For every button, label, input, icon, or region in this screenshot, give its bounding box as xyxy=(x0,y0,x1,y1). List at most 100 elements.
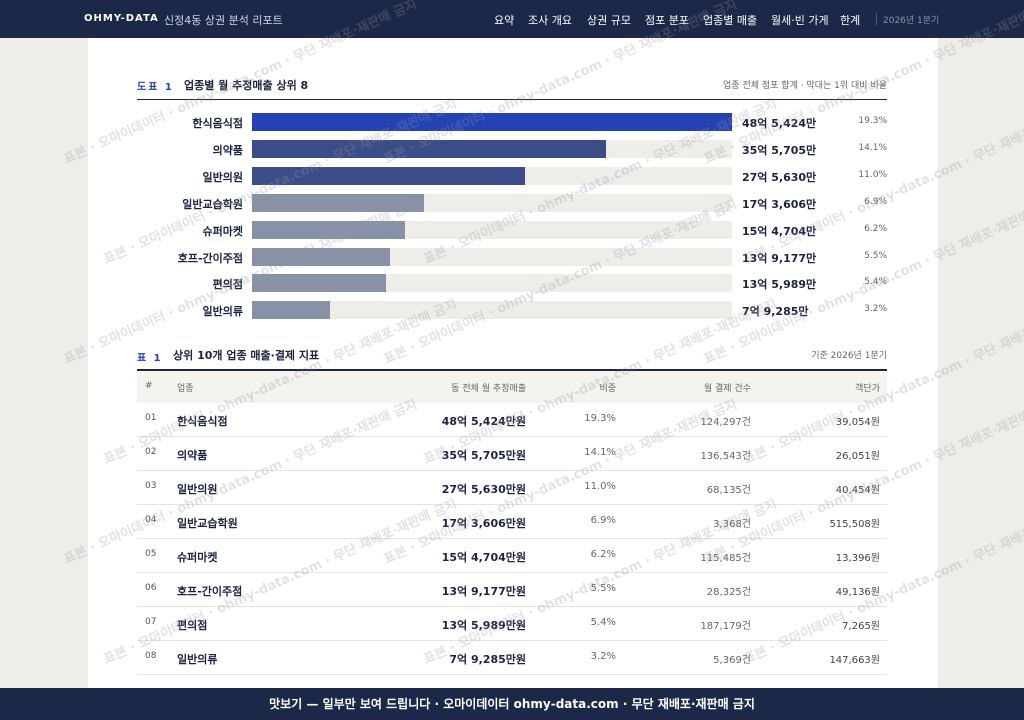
column-header: 월 결제 건수 xyxy=(703,384,751,394)
figure-label: 도표 1 xyxy=(137,82,174,93)
table-cell: 28,325건 xyxy=(706,587,751,598)
bar-label: 한식음식점 xyxy=(192,117,243,130)
table-title: 상위 10개 업종 매출·결제 지표 xyxy=(173,349,320,362)
table-cell: 27억 5,630만원 xyxy=(441,483,526,496)
bar-track xyxy=(252,301,732,320)
table-cell: 08 xyxy=(145,651,157,661)
nav-link[interactable]: 상권 규모 xyxy=(587,14,631,27)
nav-link[interactable]: 업종별 매출 xyxy=(703,14,758,27)
row-divider xyxy=(137,538,887,539)
table-cell: 슈퍼마켓 xyxy=(177,551,218,564)
table-cell: 일반의류 xyxy=(177,653,218,666)
bar-label: 의약품 xyxy=(212,143,243,157)
table-cell: 17억 3,606만원 xyxy=(441,517,526,530)
bar-share: 5.5% xyxy=(864,250,887,261)
bar xyxy=(252,220,405,239)
table-header xyxy=(137,371,887,403)
table-cell: 3,368건 xyxy=(713,519,751,530)
table-cell: 49,136원 xyxy=(835,587,880,598)
column-header: 동 전체 월 추정매출 xyxy=(451,384,526,394)
table-cell: 15억 4,704만원 xyxy=(441,551,526,564)
table-cell: 편의점 xyxy=(177,619,208,632)
table-cell: 13억 9,177만원 xyxy=(441,585,526,598)
bar-value: 17억 3,606만 xyxy=(742,197,817,211)
bar-value: 13억 9,177만 xyxy=(742,251,817,265)
table-cell: 40,454원 xyxy=(835,485,880,496)
table-cell: 07 xyxy=(145,617,157,627)
table-cell: 68,135건 xyxy=(706,485,751,496)
table-cell: 3.2% xyxy=(590,651,616,662)
nav-link[interactable]: 조사 개요 xyxy=(528,14,572,27)
table-cell: 136,543건 xyxy=(700,451,751,462)
table-cell: 13,396원 xyxy=(835,553,880,564)
bar-label: 호프-간이주점 xyxy=(177,251,243,265)
table-cell: 35억 5,705만원 xyxy=(441,449,526,462)
bar-label: 일반의원 xyxy=(202,170,243,184)
bar xyxy=(252,113,732,131)
table-cell: 147,663원 xyxy=(829,655,880,666)
table-cell: 5.5% xyxy=(590,583,616,594)
column-header: # xyxy=(145,381,153,391)
column-header: 비중 xyxy=(599,384,616,394)
nav-bar: OHMY-DATA 신정4동 상권 분석 리포트 2026년 1분기 요약 조사 … xyxy=(0,0,1024,38)
table-note: 기준 2026년 1분기 xyxy=(811,351,887,361)
table-cell: 의약품 xyxy=(177,449,208,462)
bar-label: 일반의류 xyxy=(202,305,243,319)
bar-label: 편의점 xyxy=(212,278,243,292)
table-cell: 호프-간이주점 xyxy=(177,585,243,598)
bar-share: 3.2% xyxy=(864,304,887,315)
brand: OHMY-DATA xyxy=(84,13,159,24)
nav-link[interactable]: 요약 xyxy=(494,14,515,27)
table-cell: 6.2% xyxy=(590,549,616,560)
nav-link[interactable]: 점포 분포 xyxy=(645,14,689,27)
footer: 맛보기 — 일부만 보여 드립니다 · 오마이데이터 ohmy-data.com… xyxy=(0,688,1024,720)
report-title: 신정4동 상권 분석 리포트 xyxy=(164,14,283,27)
bar-value: 13억 5,989만 xyxy=(742,278,817,292)
bar xyxy=(252,247,390,266)
table-cell: 일반교습학원 xyxy=(177,517,238,530)
table-cell: 01 xyxy=(145,413,157,423)
figure-title: 업종별 월 추정매출 상위 8 xyxy=(184,79,309,92)
table-cell: 115,485건 xyxy=(700,553,751,564)
bar-share: 5.4% xyxy=(864,277,887,288)
bar xyxy=(252,193,424,212)
table-cell: 515,508원 xyxy=(829,519,880,530)
bar-value: 35억 5,705만 xyxy=(742,143,817,157)
bar-value: 15억 4,704만 xyxy=(742,224,817,238)
table-cell: 5,369건 xyxy=(713,655,751,666)
bar-value: 27억 5,630만 xyxy=(742,170,817,184)
table-cell: 7억 9,285만원 xyxy=(449,653,526,666)
bar xyxy=(252,274,387,293)
row-divider xyxy=(137,504,887,505)
table-cell: 02 xyxy=(145,447,157,457)
table-cell: 6.9% xyxy=(590,515,616,526)
bar-value: 7억 9,285만 xyxy=(742,305,809,319)
table-cell: 19.3% xyxy=(584,413,616,424)
row-divider xyxy=(137,606,887,607)
row-divider xyxy=(137,572,887,573)
figure-note: 업종 전체 점포 합계 · 막대는 1위 대비 비율 xyxy=(723,81,887,91)
bar-value: 48억 5,424만 xyxy=(742,117,817,130)
table-label: 표 1 xyxy=(137,353,163,364)
nav-link[interactable]: 월세·빈 가게 xyxy=(771,14,829,27)
bar xyxy=(252,301,331,320)
nav-link[interactable]: 한계 xyxy=(840,14,861,27)
column-header: 업종 xyxy=(177,384,194,394)
table-cell: 일반의원 xyxy=(177,483,218,496)
bar-label: 일반교습학원 xyxy=(182,197,243,211)
period: 2026년 1분기 xyxy=(876,13,939,26)
bar-label: 슈퍼마켓 xyxy=(202,224,243,238)
table-cell: 39,054원 xyxy=(835,417,880,428)
bar-share: 19.3% xyxy=(858,116,887,126)
table-cell: 7,265원 xyxy=(842,621,880,632)
table-cell: 124,297건 xyxy=(700,417,751,428)
table-cell: 48억 5,424만원 xyxy=(441,415,526,428)
bar-share: 14.1% xyxy=(858,142,887,153)
row-divider xyxy=(137,436,887,437)
table-cell: 11.0% xyxy=(584,481,616,492)
bar-share: 6.9% xyxy=(864,196,887,207)
row-divider xyxy=(137,674,887,675)
row-divider xyxy=(137,470,887,471)
column-header: 객단가 xyxy=(855,384,880,394)
